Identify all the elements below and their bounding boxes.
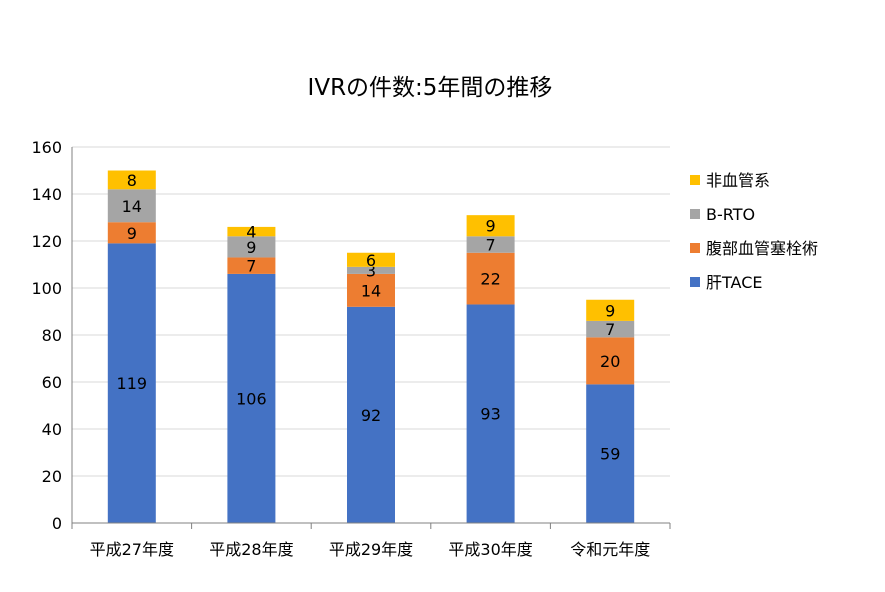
- data-label: 9: [486, 217, 496, 236]
- bar-segment: [586, 299, 635, 321]
- data-label: 14: [122, 197, 142, 216]
- chart-title: IVRの件数:5年間の推移: [308, 75, 553, 101]
- bar-segment: [586, 384, 635, 523]
- legend-label: 非血管系: [706, 171, 770, 190]
- bar-segment: [466, 304, 515, 523]
- axes: 0 20 40 60 80 100 120 140 160 平成27年度 平成28年度 平成29年度 平…: [31, 138, 671, 559]
- y-tick-label: 40: [42, 420, 62, 439]
- x-tick-label: 平成30年度: [448, 540, 532, 559]
- bar-segment: [347, 266, 395, 274]
- x-tick-label: 平成28年度: [209, 540, 293, 559]
- bar-segment: [107, 222, 156, 244]
- data-label: 7: [486, 236, 496, 255]
- bar-segment: [227, 236, 276, 258]
- bar-segment: [107, 189, 156, 223]
- data-label: 7: [605, 320, 615, 339]
- x-tick-label: 平成29年度: [329, 540, 413, 559]
- data-label: 6: [366, 251, 376, 270]
- legend-label: B-RTO: [706, 205, 755, 224]
- bar-segment: [466, 215, 515, 237]
- x-tick-label: 令和元年度: [570, 540, 650, 559]
- bar-segment: [347, 306, 395, 523]
- y-tick-label: 100: [31, 279, 62, 298]
- data-label: 22: [480, 270, 500, 289]
- legend-swatch: [690, 243, 700, 253]
- legend-label: 肝TACE: [706, 273, 762, 292]
- y-tick-label: 60: [42, 373, 62, 392]
- data-label: 4: [246, 223, 256, 242]
- bar-segment: [466, 236, 515, 253]
- legend-swatch: [690, 277, 700, 287]
- bar-segment: [347, 273, 395, 307]
- y-tick-label: 80: [42, 326, 62, 345]
- legend-label: 腹部血管塞栓術: [706, 239, 818, 258]
- data-label: 9: [127, 224, 137, 243]
- data-label: 92: [361, 406, 381, 425]
- bar-segment: [227, 273, 276, 523]
- data-label: 93: [480, 405, 500, 424]
- y-tick-label: 160: [31, 138, 62, 157]
- bar-segment: [227, 226, 276, 237]
- data-label: 9: [605, 301, 615, 320]
- bar-segment: [347, 252, 395, 267]
- data-label: 106: [236, 389, 267, 408]
- bar-segment: [107, 243, 156, 523]
- bar-segment: [466, 252, 515, 305]
- data-label: 59: [600, 445, 620, 464]
- y-tick-label: 120: [31, 232, 62, 251]
- data-label: 119: [117, 374, 148, 393]
- data-label: 20: [600, 352, 620, 371]
- legend-swatch: [690, 209, 700, 219]
- bar-segment: [586, 320, 635, 338]
- data-label: 14: [361, 281, 381, 300]
- data-label: 7: [246, 257, 256, 276]
- y-tick-label: 20: [42, 467, 62, 486]
- bar-segment: [227, 257, 276, 274]
- data-label: 9: [246, 238, 256, 257]
- bar-segment: [586, 337, 635, 385]
- legend-swatch: [690, 175, 700, 185]
- y-tick-label: 140: [31, 185, 62, 204]
- y-tick-label: 0: [52, 514, 62, 533]
- x-tick-label: 平成27年度: [90, 540, 174, 559]
- data-label: 8: [127, 171, 137, 190]
- bar-segment: [107, 170, 156, 190]
- data-label: 3: [366, 261, 376, 280]
